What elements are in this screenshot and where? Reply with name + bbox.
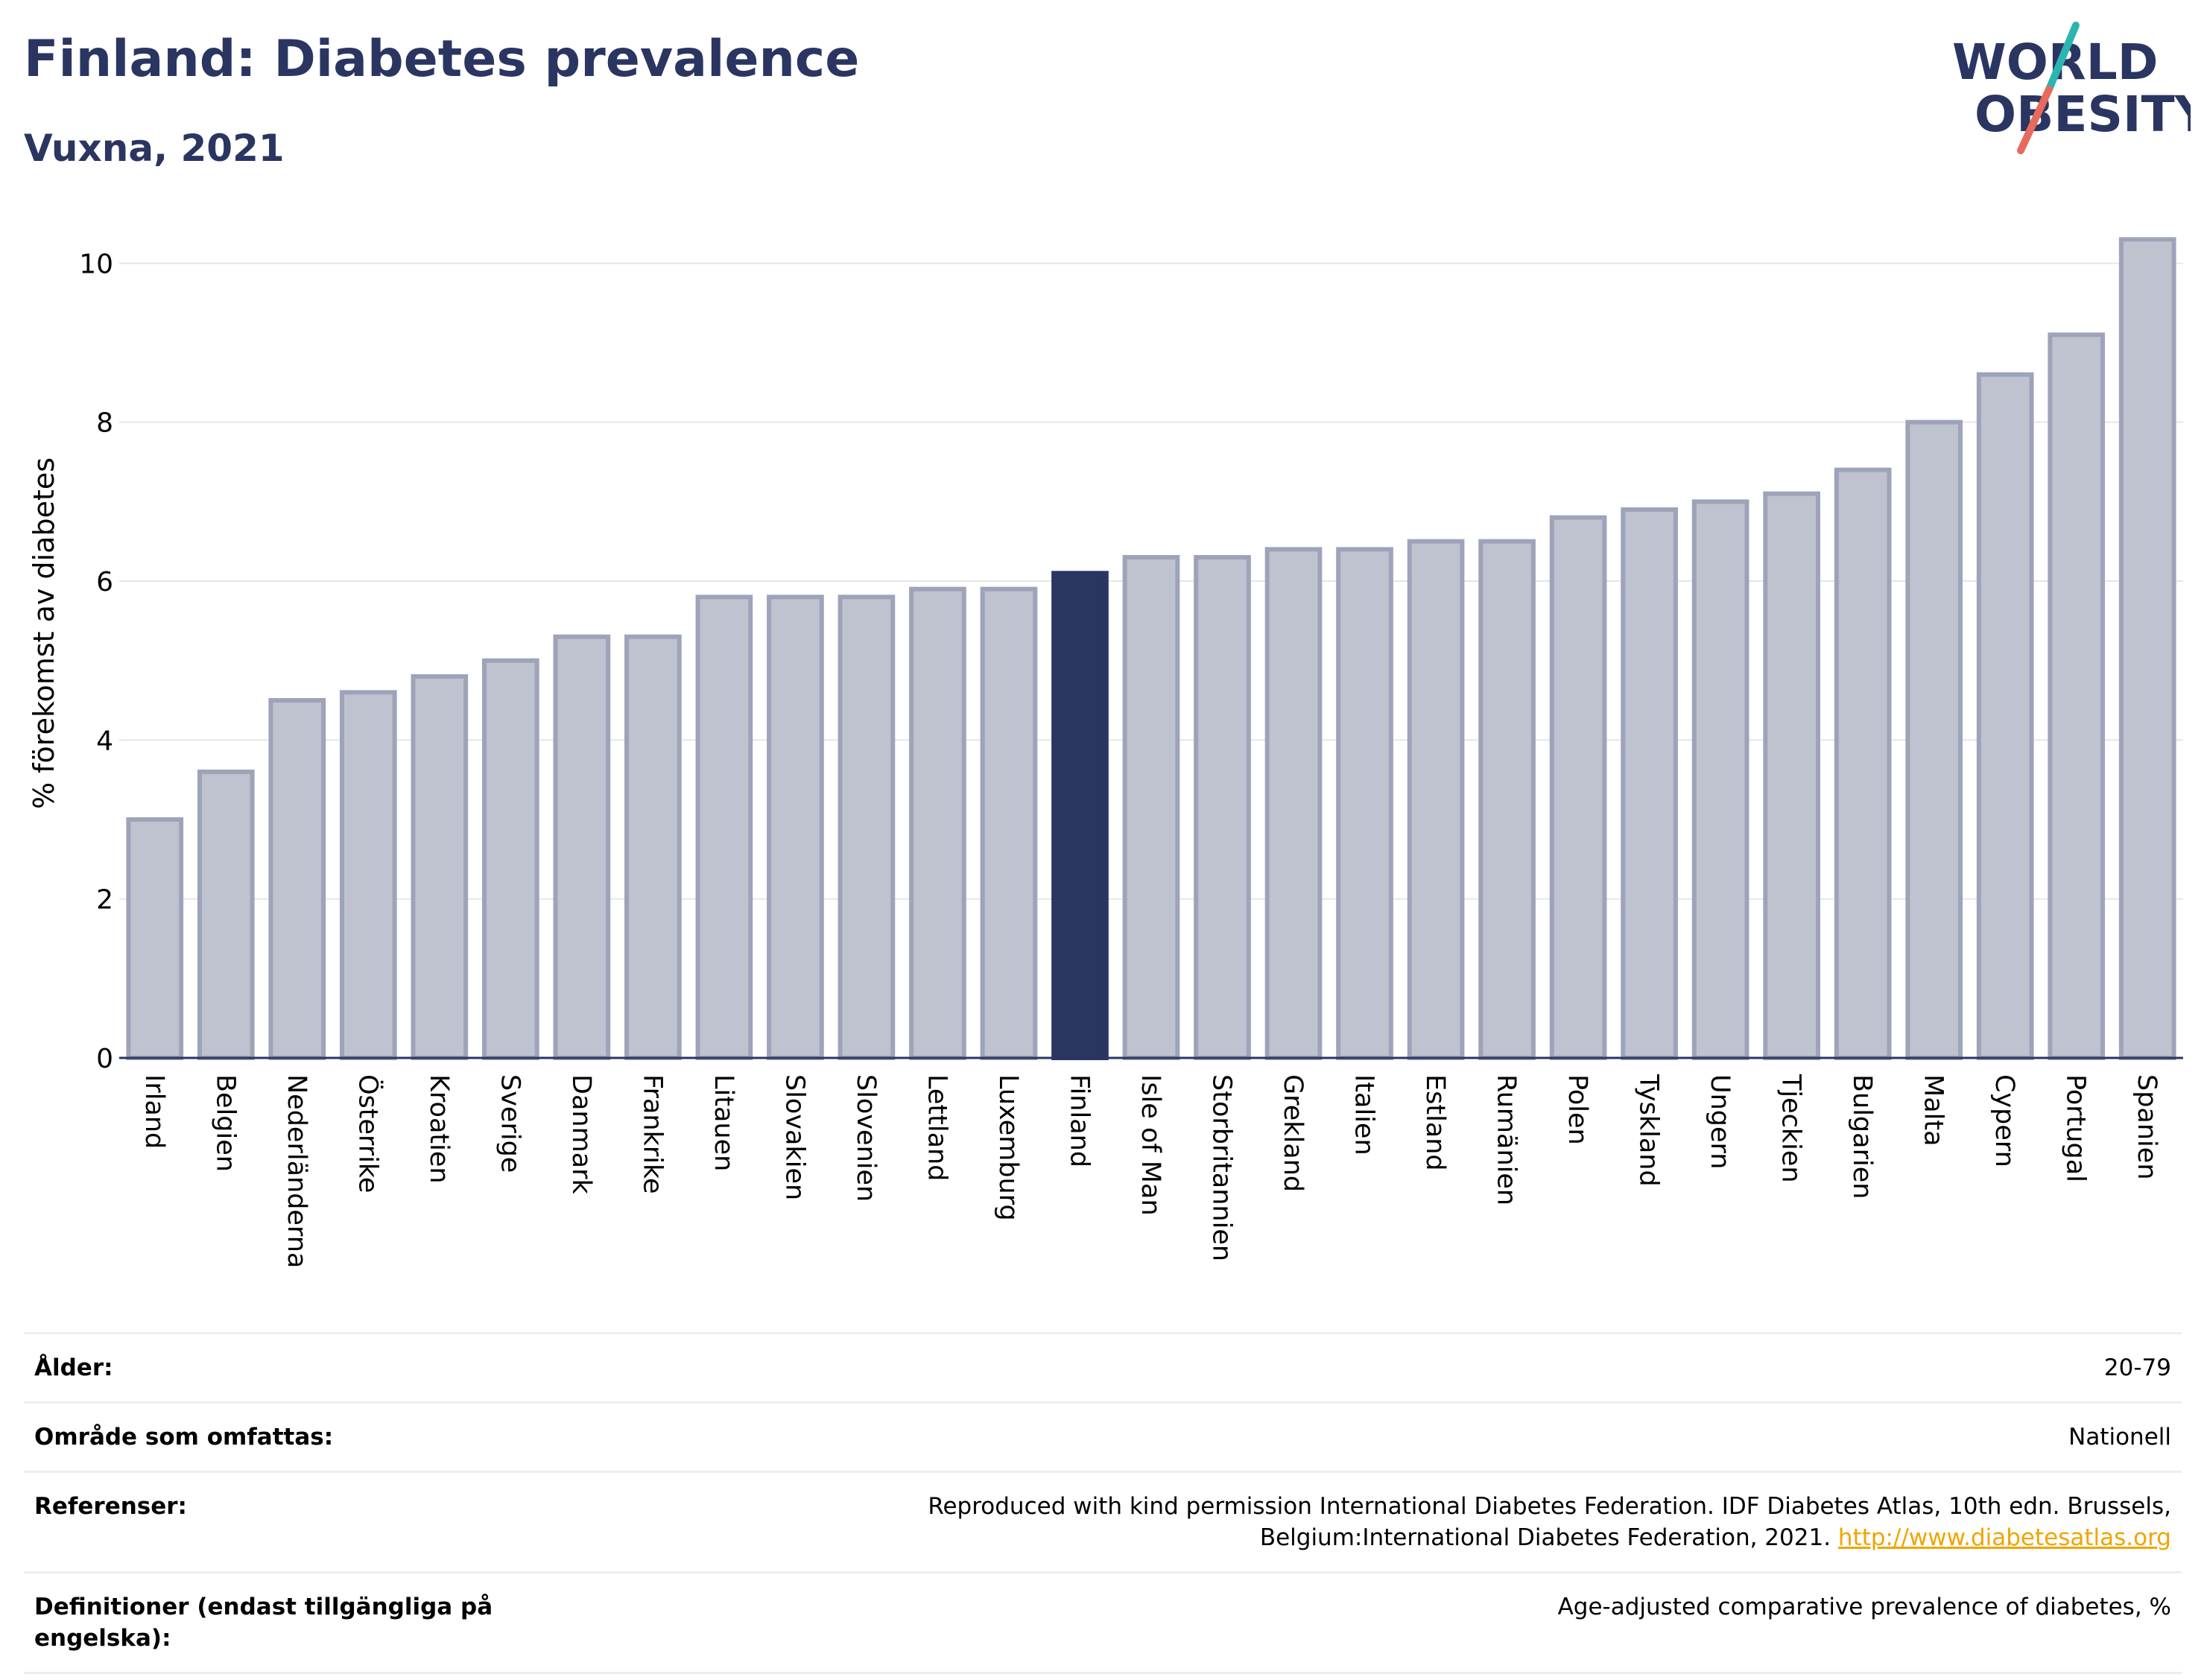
chart-title: Finland: Diabetes prevalence [24,30,860,89]
bar-chart: 0 2 4 6 8 10 Irland Belgien Nederländerna Österr… [28,237,2183,1268]
bar-portugal [2048,332,2106,1061]
bar-tyskland [1621,507,1678,1060]
bar-slovenien [837,595,896,1060]
x-tick-label: Lettland [922,1074,951,1181]
y-tick-labels: 0 2 4 6 8 10 [79,249,113,1074]
bar-kroatien [411,674,469,1060]
x-tick-label: Isle of Man [1136,1074,1165,1216]
y-tick-label: 10 [79,249,113,279]
x-tick-label: Irland [139,1074,169,1149]
x-tick-labels: Irland Belgien Nederländerna Österrike Kroat… [139,1074,2162,1268]
bar-danmark [553,634,611,1060]
info-value: Reproduced with kind permission Internat… [681,1491,2171,1553]
bar-tjeckien [1763,491,1820,1060]
info-label: Ålder: [34,1354,113,1381]
y-axis-label: % förekomst av diabetes [28,457,60,809]
logo-slash-teal [2045,22,2080,93]
bar-finland [1051,571,1109,1060]
x-tick-label: Estland [1420,1074,1450,1171]
bar-litauen [695,595,753,1060]
bar-nederländerna [268,698,326,1060]
x-tick-label: Grekland [1278,1074,1308,1192]
x-tick-label: Nederländerna [282,1074,311,1268]
x-tick-label: Polen [1562,1074,1592,1145]
bar-storbritannien [1194,555,1251,1060]
x-tick-label: Finland [1064,1074,1094,1167]
info-table: Ålder: 20-79 Område som omfattas: Nation… [24,1332,2182,1674]
y-tick-label: 0 [96,1044,113,1074]
bar-polen [1549,515,1607,1060]
bar-luxemburg [980,586,1038,1060]
bar-lettland [909,586,966,1060]
reference-link[interactable]: http://www.diabetesatlas.org [1837,1524,2171,1551]
x-tick-label: Rumänien [1492,1074,1521,1205]
info-row-references: Referenser: Reproduced with kind permiss… [24,1471,2182,1571]
bar-italien [1336,547,1393,1060]
x-tick-label: Ungern [1705,1074,1735,1170]
x-tick-label: Slovakien [779,1074,809,1200]
bar-slovakien [767,595,824,1060]
info-row-definitions: Definitioner (endast tillgängliga på eng… [24,1571,2182,1674]
info-label: Definitioner (endast tillgängliga på eng… [34,1594,493,1652]
info-row-area: Område som omfattas: Nationell [24,1401,2182,1471]
info-value: Nationell [2068,1424,2171,1451]
y-tick-label: 2 [96,885,113,916]
x-tick-label: Danmark [566,1074,596,1195]
bars [126,237,2176,1061]
bar-estland [1407,539,1465,1060]
bar-frankrike [624,634,682,1060]
bar-irland [126,817,184,1060]
x-tick-label: Storbritannien [1207,1074,1237,1261]
x-tick-label: Bulgarien [1847,1074,1877,1199]
bar-sverige [482,658,539,1060]
bar-belgien [197,770,255,1060]
x-tick-label: Portugal [2061,1074,2091,1182]
chart-subtitle: Vuxna, 2021 [24,127,285,170]
bar-rumänien [1478,539,1536,1060]
info-label: Område som omfattas: [34,1424,334,1451]
bar-bulgarien [1834,467,1892,1060]
bar-malta [1905,419,1963,1060]
bar-grekland [1264,547,1323,1060]
info-value: Age-adjusted comparative prevalence of d… [1557,1594,2171,1620]
x-tick-label: Belgien [210,1074,240,1172]
x-tick-label: Slovenien [851,1074,881,1202]
bar-spanien [2118,237,2176,1060]
y-tick-label: 8 [96,408,113,439]
bar-ungern [1691,499,1749,1060]
x-tick-label: Cypern [1989,1074,2019,1167]
x-tick-label: Litauen [709,1074,738,1171]
bar-cypern [1976,372,2034,1060]
y-tick-label: 6 [96,567,113,597]
logo-slash-coral [2017,86,2053,154]
x-tick-label: Österrike [352,1074,384,1193]
x-tick-label: Tyskland [1634,1074,1664,1187]
info-value: 20-79 [2103,1354,2171,1381]
x-tick-label: Tjeckien [1776,1074,1806,1183]
world-obesity-logo: WORLD OBESITY [1952,22,2191,154]
reference-text: Reproduced with kind permission Internat… [928,1493,2171,1551]
x-tick-label: Italien [1349,1074,1379,1156]
x-tick-label: Spanien [2132,1074,2162,1180]
y-tick-label: 4 [96,726,113,756]
info-label: Referenser: [34,1493,187,1520]
x-tick-label: Frankrike [637,1074,667,1194]
logo-text-obesity: OBESITY [1975,86,2191,143]
x-tick-label: Kroatien [424,1074,454,1184]
x-tick-label: Sverige [495,1074,525,1173]
x-tick-label: Luxemburg [993,1074,1023,1221]
info-row-age: Ålder: 20-79 [24,1332,2182,1401]
x-tick-label: Malta [1919,1074,1948,1147]
bar-österrike [339,690,397,1060]
bar-isle-of-man [1122,555,1180,1060]
